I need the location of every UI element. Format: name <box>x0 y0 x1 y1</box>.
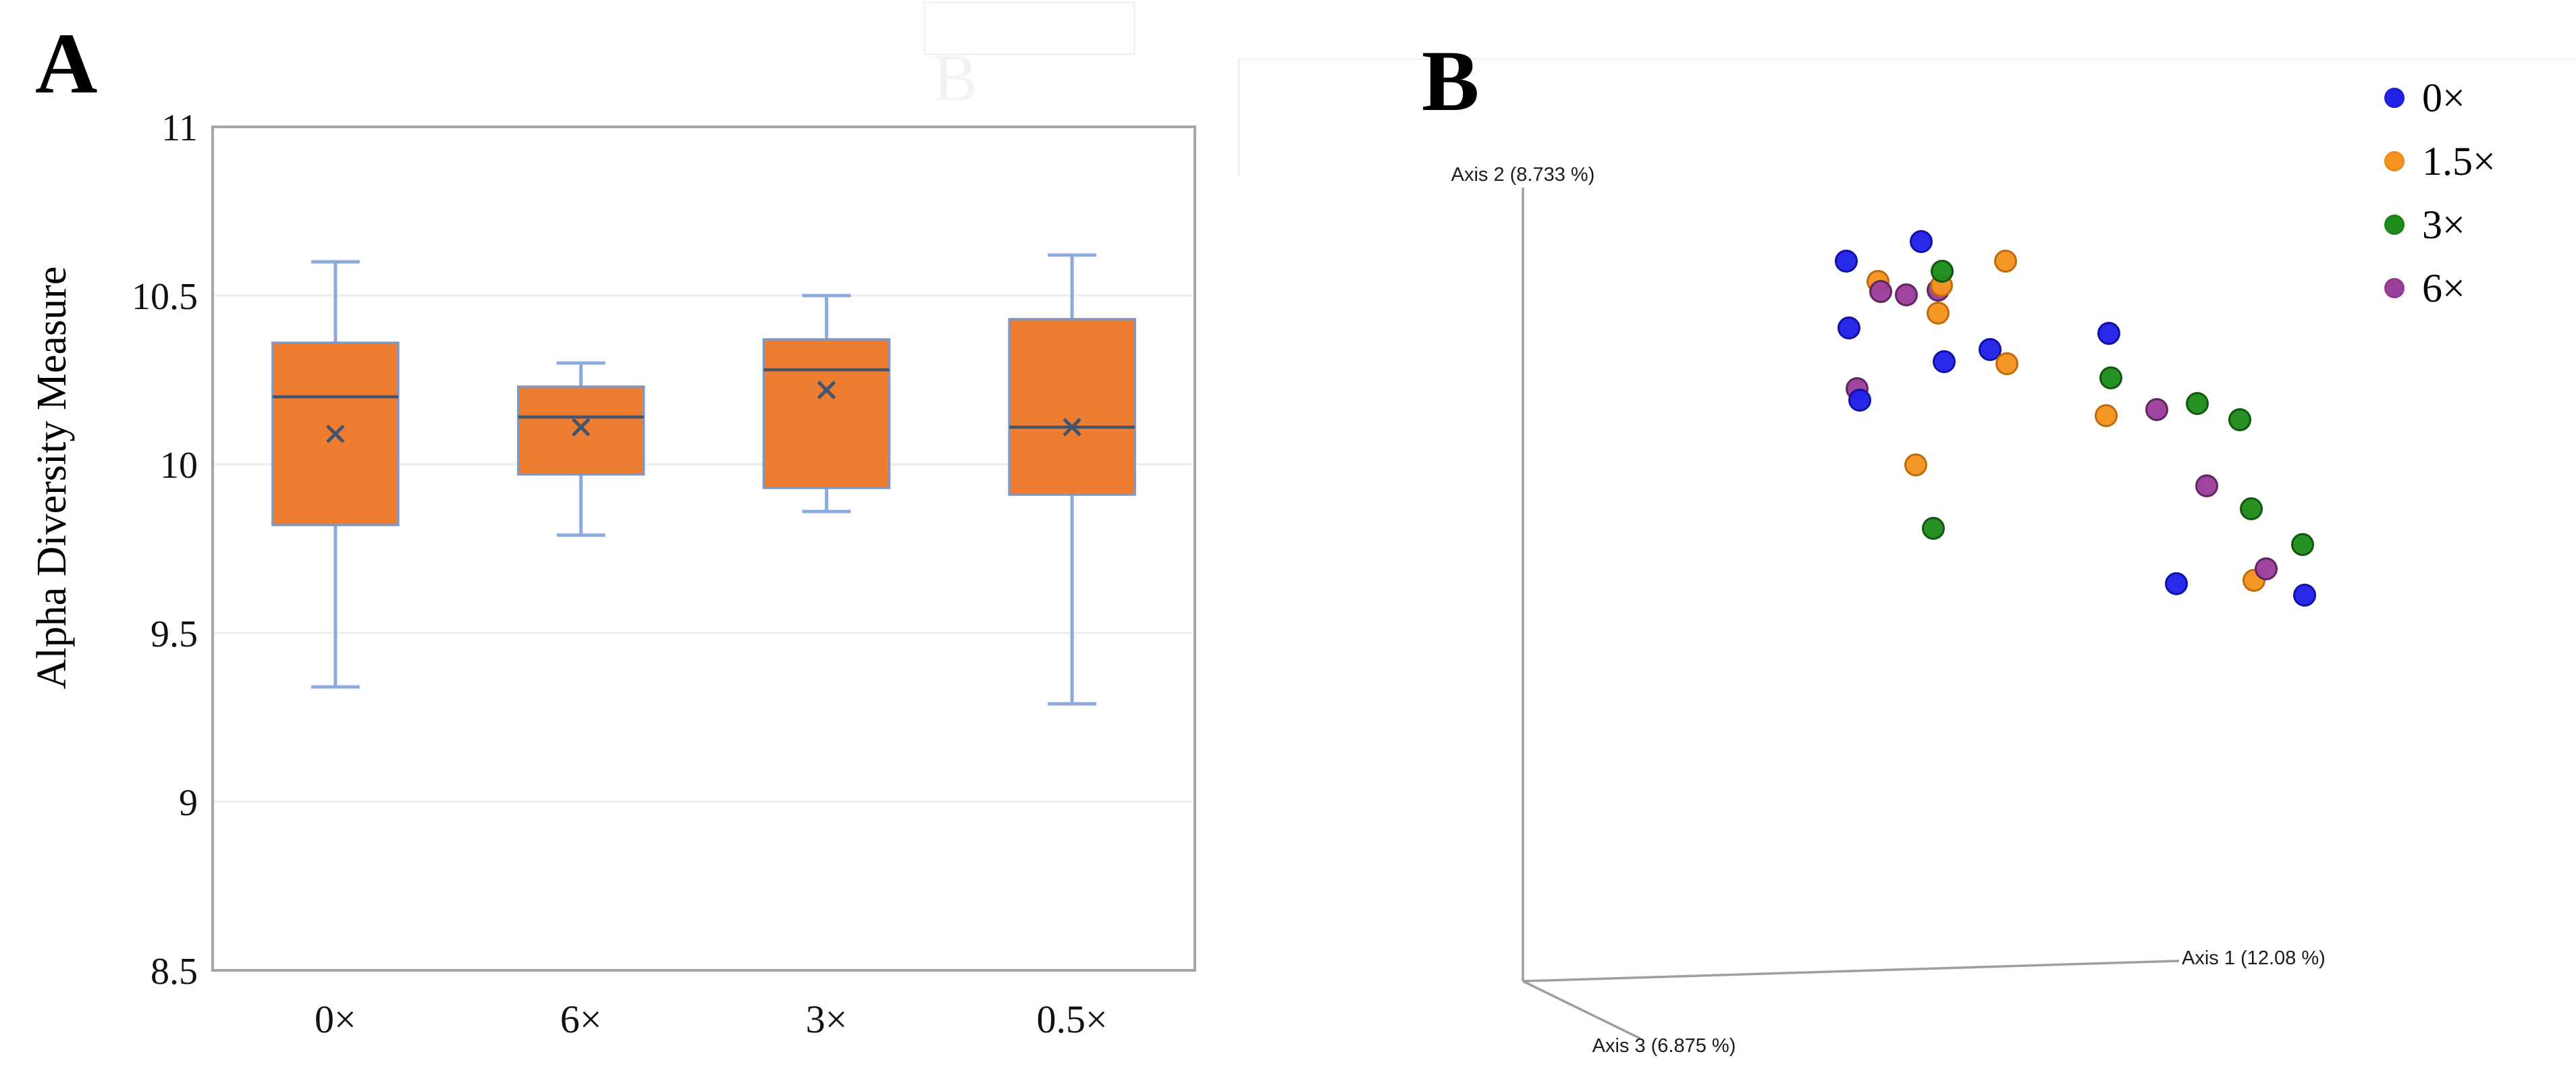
panel-a-letter: A <box>35 16 98 111</box>
y-axis-title: Alpha Diversity Measure <box>29 266 75 690</box>
scatter-point-6x <box>2195 474 2218 497</box>
y-tick-label: 8.5 <box>151 951 198 993</box>
box-3x-iqr <box>762 338 891 489</box>
legend-item-6x: 6× <box>2384 256 2496 320</box>
scatter-point-6x <box>2145 398 2168 421</box>
scatter-point-6x <box>1869 280 1892 303</box>
scatter-point-1-5x <box>2095 404 2118 427</box>
scatter-point-6x <box>2255 557 2278 580</box>
scatter-point-3x <box>2291 533 2314 556</box>
scatter-point-3x <box>1931 260 1954 283</box>
y-tick-label: 10 <box>160 445 198 487</box>
scatter-point-3x <box>2228 408 2251 431</box>
box-6x-iqr <box>516 385 645 476</box>
scatter-point-0x <box>1979 338 2002 361</box>
scatter-point-0x <box>1837 316 1860 339</box>
box-6x-mean-marker <box>571 418 591 437</box>
x-category-label: 6× <box>560 997 602 1041</box>
box-3x-mean-marker <box>817 381 836 399</box>
legend-label-6x: 6× <box>2422 266 2465 310</box>
scatter-point-1-5x <box>1904 453 1927 476</box>
scatter-point-0x <box>1835 250 1858 273</box>
scatter-point-3x <box>2099 366 2122 389</box>
panel-a-frame <box>211 126 1196 972</box>
axis-3-line <box>1522 980 1641 1040</box>
box-0x-mean-marker <box>326 424 345 443</box>
legend-label-0x: 0× <box>2422 76 2465 120</box>
legend-dot-1-5x-icon <box>2384 151 2405 171</box>
box-0-5x-iqr <box>1008 318 1136 496</box>
legend-dot-0x-icon <box>2384 88 2405 108</box>
legend-item-3x: 3× <box>2384 193 2496 256</box>
scatter-point-0x <box>2293 584 2316 607</box>
x-category-label: 3× <box>806 997 848 1041</box>
legend-dot-6x-icon <box>2384 278 2405 298</box>
scatter-point-0x <box>2097 322 2120 345</box>
scatter-point-1-5x <box>1927 302 1950 325</box>
scatter-point-3x <box>2240 497 2263 520</box>
y-tick-label: 11 <box>161 107 198 149</box>
legend-label-1-5x: 1.5× <box>2422 139 2496 184</box>
y-tick-label: 10.5 <box>132 276 198 318</box>
y-tick-label: 9.5 <box>151 613 198 655</box>
scatter-point-6x <box>1895 283 1918 306</box>
x-category-label: 0.5× <box>1037 997 1108 1041</box>
box-0-5x-mean-marker <box>1063 418 1081 437</box>
scatter-point-0x <box>2165 572 2188 595</box>
panel-b-letter: B <box>1422 33 1480 129</box>
scatter-point-0x <box>1848 389 1871 412</box>
faint-vertical-line-artifact <box>1238 58 1240 177</box>
axis-1-line <box>1522 960 2180 983</box>
scatter-point-1-5x <box>1994 250 2017 273</box>
axis-1-label: Axis 1 (12.08 %) <box>2182 947 2326 969</box>
y-tick-label: 9 <box>179 782 198 824</box>
x-category-label: 0× <box>315 997 356 1041</box>
scatter-legend: 0× 1.5× 3× 6× <box>2384 66 2496 320</box>
scatter-point-0x <box>1910 230 1933 253</box>
axis-3-label: Axis 3 (6.875 %) <box>1592 1035 1736 1057</box>
scatter-point-3x <box>1922 517 1945 540</box>
scatter-point-1-5x <box>1995 352 2018 375</box>
axis-2-label: Axis 2 (8.733 %) <box>1451 164 1595 186</box>
ghost-letter-artifact: B <box>933 40 978 115</box>
scatter-point-3x <box>2186 392 2209 415</box>
legend-item-1-5x: 1.5× <box>2384 130 2496 193</box>
ghost-box-artifact <box>923 1 1135 55</box>
legend-item-0x: 0× <box>2384 66 2496 130</box>
legend-label-3x: 3× <box>2422 202 2465 247</box>
scatter-point-0x <box>1933 350 1956 373</box>
legend-dot-3x-icon <box>2384 215 2405 235</box>
faint-horizontal-line-artifact <box>1238 58 2576 60</box>
